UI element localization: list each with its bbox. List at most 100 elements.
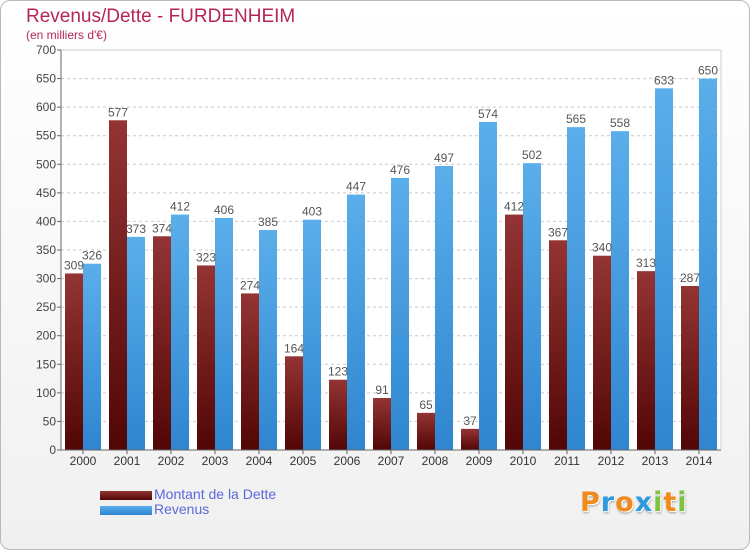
data-label-debt: 313	[636, 256, 656, 270]
data-label-debt: 123	[328, 365, 348, 379]
data-label-debt: 287	[680, 271, 700, 285]
data-label-revenus: 385	[258, 215, 278, 229]
bar-debt-2009	[461, 428, 479, 450]
data-label-debt: 309	[64, 258, 84, 272]
bar-revenus-2009	[479, 122, 497, 450]
bar-revenus-2004	[259, 230, 277, 450]
logo-letter: P	[580, 487, 601, 518]
x-tick-label: 2014	[686, 454, 713, 468]
bar-debt-2011	[549, 240, 567, 450]
bar-debt-2002	[153, 236, 171, 450]
x-tick-label: 2009	[466, 454, 493, 468]
data-label-revenus: 574	[478, 107, 498, 121]
bar-revenus-2013	[655, 88, 673, 451]
logo-letter: x	[634, 487, 654, 518]
chart-subtitle: (en milliers d'€)	[26, 28, 107, 42]
legend-swatch-revenus	[100, 505, 152, 515]
bar-debt-2004	[241, 293, 259, 450]
data-label-revenus: 412	[170, 200, 190, 214]
y-tick-label: 0	[49, 443, 56, 457]
x-tick-label: 2011	[554, 454, 580, 468]
data-label-debt: 91	[375, 383, 389, 397]
bar-revenus-2014	[699, 78, 717, 451]
data-label-revenus: 558	[610, 116, 630, 130]
bar-debt-2013	[637, 271, 655, 450]
bar-debt-2008	[417, 412, 435, 450]
bar-revenus-2000	[83, 263, 101, 450]
y-tick-label: 500	[36, 157, 56, 171]
bar-revenus-2002	[171, 214, 189, 450]
x-tick-label: 2004	[246, 454, 273, 468]
data-label-revenus: 650	[698, 64, 718, 78]
y-tick-label: 250	[36, 300, 56, 314]
data-label-debt: 374	[152, 221, 172, 235]
x-tick-label: 2002	[158, 454, 185, 468]
y-tick-label: 300	[36, 272, 56, 286]
logo-letter: r	[600, 487, 616, 518]
data-label-revenus: 406	[214, 203, 234, 217]
y-tick-label: 600	[36, 100, 56, 114]
data-label-revenus: 476	[390, 163, 410, 177]
bar-revenus-2010	[523, 163, 541, 450]
x-tick-label: 2012	[598, 454, 625, 468]
bar-debt-2012	[593, 255, 611, 450]
x-tick-label: 2006	[334, 454, 361, 468]
y-tick-label: 700	[36, 43, 56, 57]
y-tick-label: 550	[36, 129, 56, 143]
bar-revenus-2012	[611, 131, 629, 450]
data-label-revenus: 403	[302, 205, 322, 219]
data-label-revenus: 373	[126, 222, 146, 236]
bar-revenus-2003	[215, 218, 233, 450]
x-tick-label: 2001	[114, 454, 141, 468]
x-tick-label: 2013	[642, 454, 669, 468]
logo-letter: i	[653, 487, 664, 518]
y-tick-label: 350	[36, 243, 56, 257]
x-tick-label: 2008	[422, 454, 449, 468]
bar-debt-2007	[373, 398, 391, 450]
x-tick-label: 2003	[202, 454, 229, 468]
bar-debt-2010	[505, 214, 523, 450]
data-label-revenus: 497	[434, 151, 454, 165]
bar-revenus-2001	[127, 236, 145, 450]
legend-item-debt: Montant de la Dette	[100, 486, 276, 502]
proxiti-logo: Proxiti	[580, 487, 688, 518]
y-tick-label: 450	[36, 186, 56, 200]
chart-title: Revenus/Dette - FURDENHEIM	[26, 6, 296, 27]
y-tick-label: 50	[43, 414, 57, 428]
bar-revenus-2007	[391, 178, 409, 450]
data-label-debt: 164	[284, 341, 304, 355]
data-label-debt: 412	[504, 200, 524, 214]
x-tick-label: 2007	[378, 454, 405, 468]
data-label-debt: 323	[196, 250, 216, 264]
bar-revenus-2011	[567, 127, 585, 451]
data-label-revenus: 565	[566, 112, 586, 126]
data-label-revenus: 633	[654, 73, 674, 87]
y-tick-label: 400	[36, 214, 56, 228]
data-label-revenus: 326	[82, 249, 102, 263]
data-label-debt: 340	[592, 241, 612, 255]
bar-debt-2000	[65, 273, 83, 450]
legend-item-revenus: Revenus	[100, 501, 209, 517]
legend-label-debt: Montant de la Dette	[154, 486, 277, 502]
bar-debt-2014	[681, 286, 699, 450]
x-tick-label: 2000	[70, 454, 97, 468]
x-tick-label: 2005	[290, 454, 317, 468]
y-tick-label: 200	[36, 329, 56, 343]
data-label-revenus: 447	[346, 180, 366, 194]
legend-swatch-debt	[100, 490, 152, 500]
y-tick-label: 150	[36, 357, 56, 371]
logo-letter: t	[663, 487, 678, 518]
data-label-debt: 577	[108, 105, 128, 119]
data-label-debt: 65	[419, 398, 433, 412]
bar-debt-2006	[329, 379, 347, 450]
bar-revenus-2005	[303, 219, 321, 450]
bar-revenus-2008	[435, 166, 453, 450]
bar-debt-2005	[285, 356, 303, 450]
y-tick-label: 100	[36, 386, 56, 400]
bar-debt-2003	[197, 265, 215, 450]
logo-letter: i	[677, 487, 688, 518]
data-label-revenus: 502	[522, 148, 542, 162]
data-label-debt: 274	[240, 278, 260, 292]
data-label-debt: 37	[463, 414, 477, 428]
